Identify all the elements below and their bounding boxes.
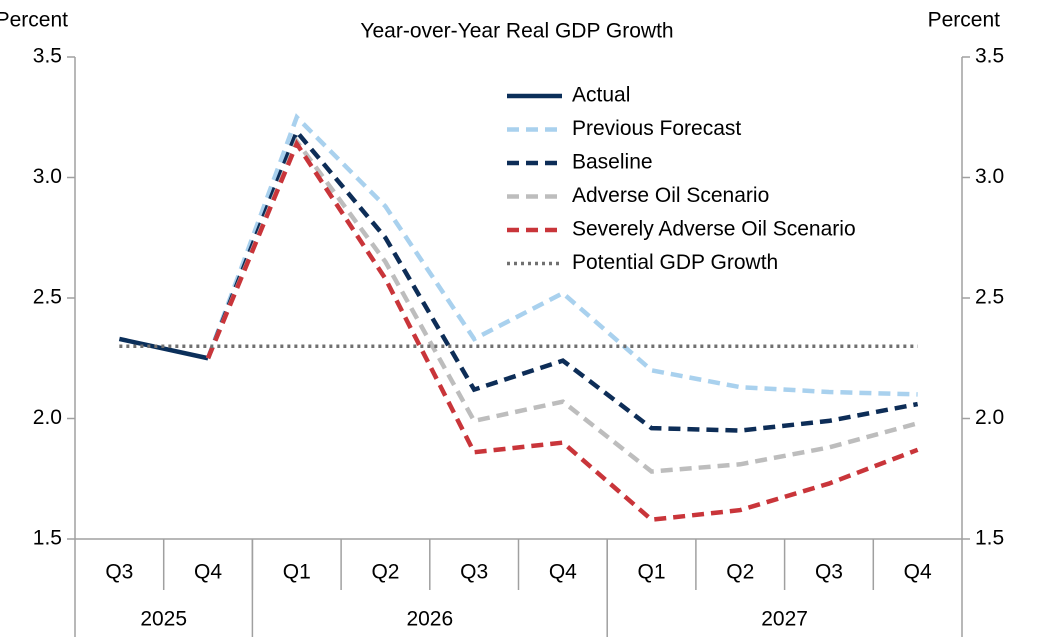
legend-label: Previous Forecast — [572, 117, 741, 140]
x-tick-label: Q4 — [194, 561, 222, 584]
legend-label: Actual — [572, 84, 630, 107]
legend-label: Severely Adverse Oil Scenario — [572, 218, 856, 241]
chart-title: Year-over-Year Real GDP Growth — [360, 20, 673, 43]
y2-tick-label: 1.5 — [975, 527, 1004, 550]
y-tick-label: 2.5 — [33, 286, 62, 309]
y-tick-label: 3.5 — [33, 45, 62, 68]
x-tick-label: Q1 — [638, 561, 666, 584]
x-tick-label: Q4 — [904, 561, 932, 584]
series-line — [205, 138, 919, 523]
x-tick-label: Q3 — [105, 561, 133, 584]
y2-tick-label: 2.0 — [975, 406, 1004, 429]
series-line — [205, 113, 918, 397]
x-tick-label: Q1 — [283, 561, 311, 584]
x-group-label: 2026 — [406, 608, 453, 631]
y-tick-label: 2.0 — [33, 406, 62, 429]
y-axis-label: Percent — [0, 9, 68, 32]
x-tick-label: Q2 — [371, 561, 399, 584]
x-tick-label: Q4 — [549, 561, 577, 584]
legend-label: Adverse Oil Scenario — [572, 184, 769, 207]
y2-tick-label: 2.5 — [975, 286, 1004, 309]
x-group-label: 2027 — [761, 608, 808, 631]
y2-tick-label: 3.5 — [975, 45, 1004, 68]
y2-tick-label: 3.0 — [975, 165, 1004, 188]
x-tick-label: Q3 — [815, 561, 843, 584]
legend-label: Potential GDP Growth — [572, 251, 778, 274]
y-tick-label: 1.5 — [33, 527, 62, 550]
x-group-label: 2025 — [140, 608, 187, 631]
legend-label: Baseline — [572, 151, 653, 174]
series-line — [205, 127, 919, 433]
x-tick-label: Q2 — [726, 561, 754, 584]
y-tick-label: 3.0 — [33, 165, 62, 188]
y2-axis-label: Percent — [928, 9, 1001, 32]
series-line — [118, 336, 209, 361]
x-tick-label: Q3 — [460, 561, 488, 584]
series-line — [205, 136, 919, 474]
